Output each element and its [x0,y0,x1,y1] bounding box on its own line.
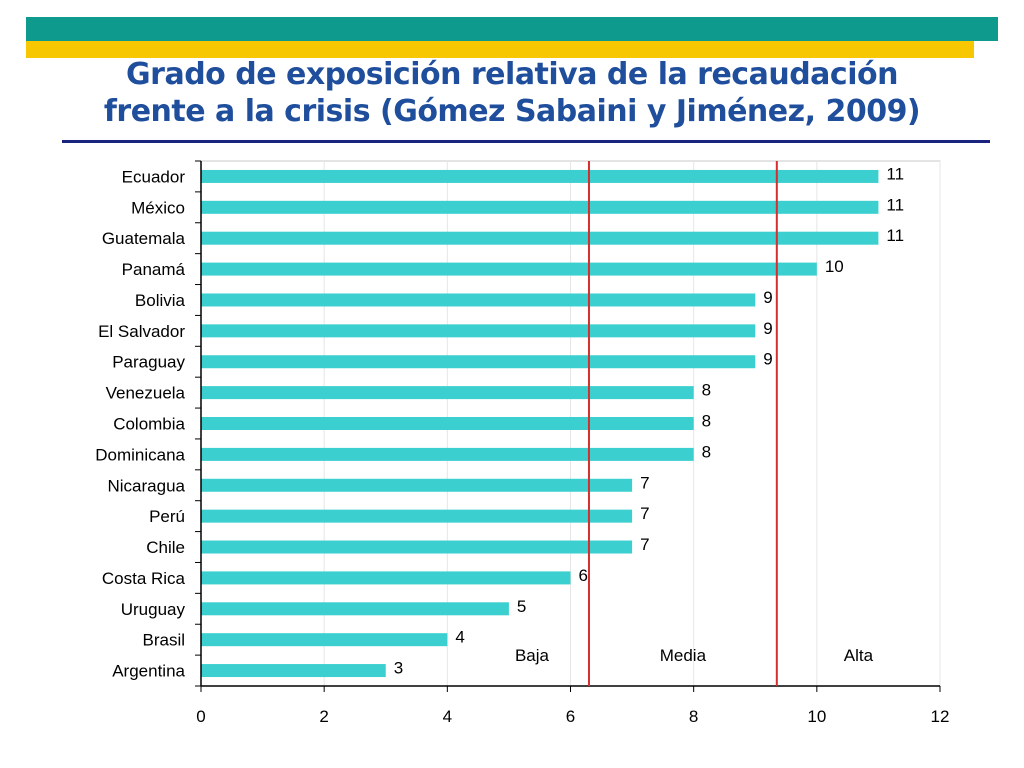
category-label-8: Colombia [113,415,185,434]
value-label-10: 7 [640,473,649,492]
category-label-12: Chile [146,538,185,557]
category-label-9: Dominicana [95,445,185,464]
bar-1 [201,200,879,214]
title-line-2: frente a la crisis (Gómez Sabaini y Jimé… [103,94,921,129]
title-line-1: Grado de exposición relativa de la recau… [126,57,898,92]
value-label-0: 11 [886,164,904,183]
category-label-10: Nicaragua [108,476,186,495]
bar-0 [201,169,879,183]
bar-8 [201,417,694,430]
header-band-teal [26,17,998,41]
category-label-16: Argentina [112,662,185,681]
x-tick-label: 0 [196,707,205,726]
value-label-5: 9 [763,319,772,338]
category-label-3: Panamá [122,260,186,279]
value-label-8: 8 [702,412,711,431]
bar-15 [201,633,448,647]
title-underline [62,140,990,143]
category-label-7: Venezuela [106,384,186,403]
category-label-2: Guatemala [102,229,186,248]
bar-5 [201,324,756,338]
bar-12 [201,540,633,554]
value-label-14: 5 [517,597,526,616]
bar-3 [201,262,817,276]
zone-label-media: Media [660,646,707,665]
category-label-4: Bolivia [135,291,186,310]
category-label-5: El Salvador [98,322,185,341]
category-label-13: Costa Rica [102,569,186,588]
value-label-11: 7 [640,504,649,523]
value-label-4: 9 [763,288,772,307]
header-band-yellow [26,41,974,58]
category-label-14: Uruguay [121,600,186,619]
category-label-6: Paraguay [112,353,185,372]
slide-title: Grado de exposición relativa de la recau… [0,56,1024,130]
zone-label-alta: Alta [844,646,874,665]
bar-13 [201,571,571,585]
bar-10 [201,478,633,492]
value-label-2: 11 [886,226,904,245]
value-label-7: 8 [702,381,711,400]
category-label-0: Ecuador [122,167,186,186]
zone-label-baja: Baja [515,646,550,665]
bar-9 [201,447,694,461]
x-tick-label: 4 [443,707,452,726]
value-label-6: 9 [763,350,772,369]
value-label-3: 10 [825,257,844,276]
value-label-9: 8 [702,442,711,461]
value-label-15: 4 [455,628,464,647]
x-tick-label: 10 [807,707,826,726]
bar-11 [201,509,633,523]
bar-2 [201,231,879,245]
category-label-1: México [131,198,185,217]
value-label-13: 6 [579,566,588,585]
x-tick-label: 12 [931,707,950,726]
category-label-15: Brasil [142,631,185,650]
value-label-12: 7 [640,535,649,554]
x-tick-label: 6 [566,707,575,726]
bar-7 [201,386,694,400]
x-tick-label: 2 [319,707,328,726]
bar-4 [201,293,756,307]
value-label-1: 11 [886,195,904,214]
value-label-16: 3 [394,659,403,678]
bar-16 [201,664,386,678]
bar-14 [201,602,509,616]
category-label-11: Perú [149,507,185,526]
x-tick-label: 8 [689,707,698,726]
bar-6 [201,355,756,369]
